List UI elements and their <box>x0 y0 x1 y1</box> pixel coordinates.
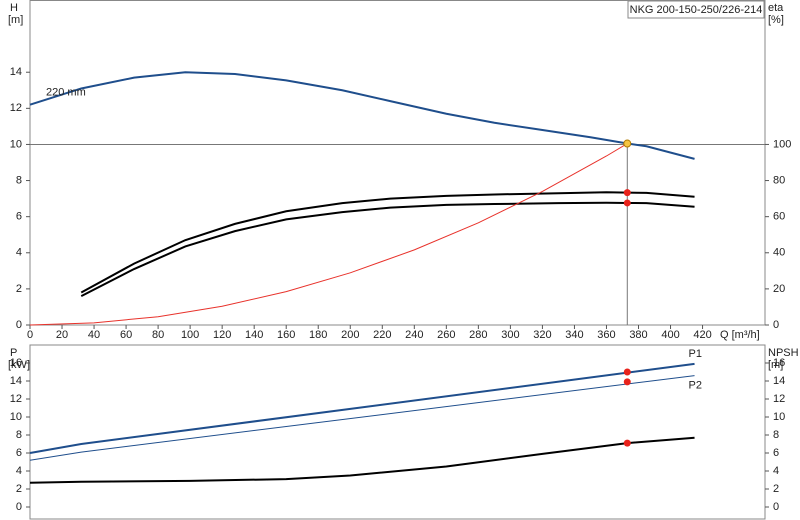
y-tick-label: 0 <box>16 319 22 331</box>
x-tick-label: 160 <box>277 329 295 341</box>
y2-tick-label: 80 <box>773 174 785 186</box>
duty-point <box>623 189 631 197</box>
y2-axis-label: eta <box>768 2 784 14</box>
y-tick-label: 2 <box>16 283 22 295</box>
series-label: 220 mm <box>46 87 86 99</box>
x-tick-label: 260 <box>437 329 455 341</box>
x-tick-label: 200 <box>341 329 359 341</box>
y-tick-label: 10 <box>10 138 22 150</box>
x-tick-label: 0 <box>27 329 33 341</box>
x-tick-label: 380 <box>629 329 647 341</box>
y2-axis-unit: [m] <box>768 359 783 371</box>
x-tick-label: 280 <box>469 329 487 341</box>
y2-tick-label: 4 <box>773 465 779 477</box>
y-tick-label: 2 <box>16 483 22 495</box>
y-tick-label: 4 <box>16 465 22 477</box>
curve <box>80 201 695 298</box>
y2-tick-label: 100 <box>773 138 791 150</box>
y2-tick-label: 0 <box>773 501 779 513</box>
y2-tick-label: 60 <box>773 211 785 223</box>
y2-tick-label: 10 <box>773 411 785 423</box>
x-tick-label: 20 <box>56 329 68 341</box>
series-label: P2 <box>689 380 702 392</box>
duty-point <box>623 378 631 386</box>
y-tick-label: 8 <box>16 174 22 186</box>
y-tick-label: 14 <box>10 66 22 78</box>
title: NKG 200-150-250/226-214 <box>630 4 763 16</box>
y-axis-unit: [m] <box>8 14 23 26</box>
x-tick-label: 140 <box>245 329 263 341</box>
duty-point <box>623 368 631 376</box>
y-axis-label: P <box>10 347 17 359</box>
x-tick-label: 180 <box>309 329 327 341</box>
x-tick-label: 120 <box>213 329 231 341</box>
top-plot-frame <box>29 0 766 326</box>
y2-tick-label: 40 <box>773 247 785 259</box>
y2-tick-label: 12 <box>773 393 785 405</box>
x-tick-label: 400 <box>661 329 679 341</box>
y2-tick-label: 6 <box>773 447 779 459</box>
y-axis-label: H <box>10 2 18 14</box>
duty-point <box>623 439 631 447</box>
title-box <box>627 0 765 19</box>
x-tick-label: 80 <box>152 329 164 341</box>
x-tick-label: 360 <box>597 329 615 341</box>
y-tick-label: 12 <box>10 393 22 405</box>
curve <box>29 375 695 461</box>
x-tick-label: 420 <box>693 329 711 341</box>
duty-point <box>623 139 632 148</box>
y2-tick-label: 20 <box>773 283 785 295</box>
x-tick-label: 320 <box>533 329 551 341</box>
curve <box>29 436 695 484</box>
y2-tick-label: 0 <box>773 319 779 331</box>
duty-point <box>623 199 631 207</box>
y-tick-label: 4 <box>16 247 22 259</box>
curve <box>29 71 695 160</box>
y2-axis-label: NPSH <box>768 347 799 359</box>
y-tick-label: 16 <box>10 357 22 369</box>
x-tick-label: 220 <box>373 329 391 341</box>
y2-axis-unit: [%] <box>768 14 784 26</box>
y-tick-label: 8 <box>16 429 22 441</box>
y2-tick-label: 16 <box>773 357 785 369</box>
y-tick-label: 12 <box>10 102 22 114</box>
y-axis-unit: [kW] <box>8 359 30 371</box>
x-tick-label: 100 <box>181 329 199 341</box>
y2-tick-label: 2 <box>773 483 779 495</box>
y-tick-label: 10 <box>10 411 22 423</box>
series-label: P1 <box>689 348 702 360</box>
curve <box>29 143 628 326</box>
x-axis-label: Q [m³/h] <box>720 329 760 341</box>
y2-tick-label: 8 <box>773 429 779 441</box>
curve <box>29 362 695 454</box>
x-tick-label: 40 <box>88 329 100 341</box>
x-tick-label: 340 <box>565 329 583 341</box>
x-tick-label: 60 <box>120 329 132 341</box>
x-tick-label: 240 <box>405 329 423 341</box>
bottom-plot-frame <box>29 344 766 520</box>
y-tick-label: 14 <box>10 375 22 387</box>
y2-tick-label: 14 <box>773 375 785 387</box>
y-tick-label: 0 <box>16 501 22 513</box>
x-tick-label: 300 <box>501 329 519 341</box>
y-tick-label: 6 <box>16 211 22 223</box>
y-tick-label: 6 <box>16 447 22 459</box>
